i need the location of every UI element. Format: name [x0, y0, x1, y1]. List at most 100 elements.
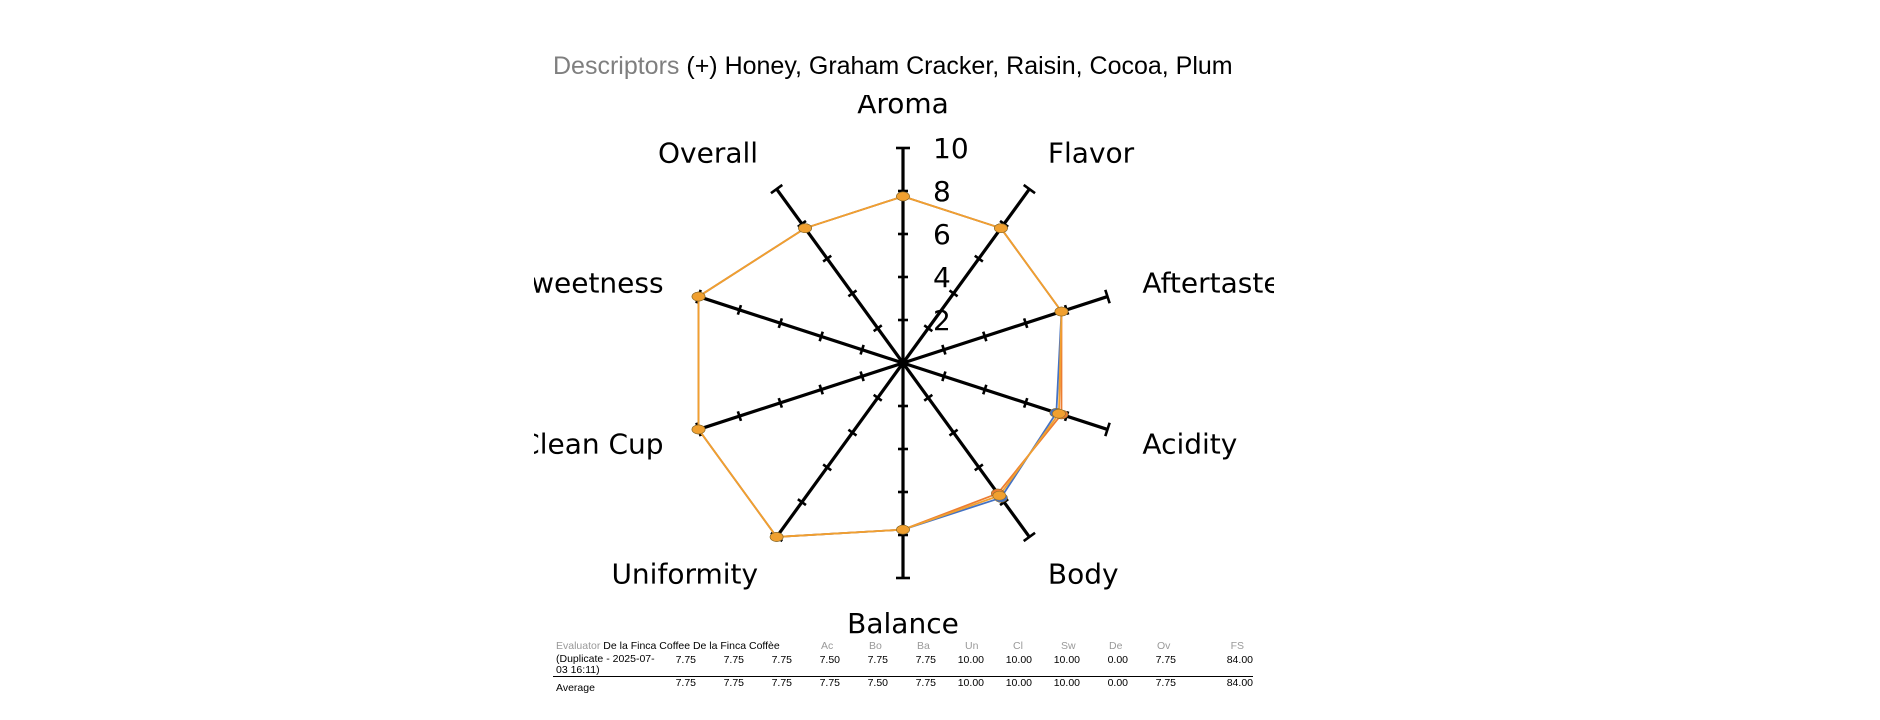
radar-axis-tick: [982, 384, 988, 395]
radar-axis-tick: [818, 331, 824, 342]
scores-table: Evaluator De la Finca Coffee De la Finca…: [553, 640, 1253, 697]
radar-axis-tick: [941, 344, 947, 355]
radar-axis-tick: [923, 324, 934, 333]
radar-tick-label: 2: [933, 304, 951, 337]
radar-axis-line: [901, 188, 1031, 364]
score-cell: 10.00: [1005, 677, 1032, 689]
radar-series-line: [697, 195, 1063, 538]
radar-axis-label: Aroma: [857, 95, 949, 120]
header-cell: FS: [1230, 640, 1244, 652]
evaluator-name: De la Finca Coffee De la Finca Coffèe: [603, 640, 780, 652]
radar-axis-tick: [777, 397, 784, 409]
score-cell: 7.75: [723, 677, 744, 689]
radar-axis-line: [902, 295, 1108, 365]
radar-axis-tick: [736, 410, 743, 422]
radar-axis-label: Uniformity: [611, 557, 758, 590]
radar-tick-label: 10: [933, 132, 969, 165]
radar-axis-tick: [797, 498, 807, 507]
radar-tick-label: 8: [933, 175, 951, 208]
scores-header-row: Evaluator De la Finca Coffee De la Finca…: [553, 640, 1253, 654]
radar-data-point: [1054, 306, 1069, 317]
radar-axis-tick: [1022, 317, 1029, 329]
row-name: (Duplicate - 2025-07-03 16:11): [556, 653, 655, 676]
header-cell: Cl: [1013, 640, 1023, 652]
radar-axis-tick: [1022, 531, 1036, 543]
radar-data-point: [769, 532, 784, 542]
score-cell: 0.00: [1107, 677, 1128, 689]
radar-axis-tick: [948, 428, 959, 437]
radar-axis-line: [698, 361, 904, 431]
radar-axis-tick: [872, 393, 883, 402]
radar-axis-tick: [770, 183, 784, 195]
radar-axis-tick: [736, 304, 743, 316]
radar-axis-tick: [923, 393, 934, 402]
radar-axis-tick: [1104, 422, 1111, 437]
score-cell: 7.75: [915, 677, 936, 689]
score-cell: 7.75: [771, 654, 792, 666]
radar-axis-tick: [859, 371, 865, 382]
score-cell: 0.00: [1107, 654, 1128, 666]
radar-chart: Aroma Flavor Aftertaste Acidity Body Balance U…: [534, 95, 1274, 635]
radar-axis-tick: [1022, 397, 1029, 409]
radar-axis-line: [901, 362, 1031, 538]
header-cell: De: [1109, 640, 1123, 652]
radar-axis-tick: [777, 317, 784, 329]
header-cell: Un: [965, 640, 979, 652]
score-cell: 84.00: [1226, 677, 1253, 689]
score-cell: 7.75: [819, 677, 840, 689]
score-cell: 10.00: [1053, 654, 1080, 666]
radar-axis-tick: [948, 289, 959, 298]
evaluator-label: Evaluator: [556, 640, 601, 652]
radar-axis-line: [698, 295, 904, 365]
radar-axis-tick: [941, 371, 947, 382]
radar-axis-label: Overall: [658, 137, 758, 170]
header-cell: Bo: [869, 640, 882, 652]
radar-tick-label: 6: [933, 218, 951, 251]
radar-axis-tick: [859, 344, 865, 355]
score-cell: 7.75: [1155, 654, 1176, 666]
evaluator-cell: Evaluator De la Finca Coffee De la Finca…: [556, 640, 780, 652]
radar-chart-area: Aroma Flavor Aftertaste Acidity Body Balance U…: [534, 95, 1274, 635]
row-name: Average: [556, 682, 595, 694]
table-divider: [553, 676, 1253, 677]
score-cell: 7.75: [1155, 677, 1176, 689]
radar-axis-tick: [818, 384, 824, 395]
radar-axis-tick: [822, 254, 832, 263]
radar-axis-label: Sweetness: [534, 267, 664, 300]
score-cell: 7.75: [867, 654, 888, 666]
radar-tick-label: 4: [933, 261, 951, 294]
radar-data-point: [992, 490, 1007, 501]
score-cell: 84.00: [1226, 654, 1253, 666]
header-cell: Ba: [917, 640, 930, 652]
radar-axis-label: Acidity: [1142, 427, 1237, 460]
header-cell: Sw: [1061, 640, 1076, 652]
score-cell: 7.50: [867, 677, 888, 689]
score-cell: 10.00: [957, 654, 984, 666]
radar-axis-tick: [974, 463, 984, 472]
radar-axis-tick: [1104, 289, 1111, 304]
radar-axis-tick: [1022, 183, 1036, 195]
radar-axis-tick: [982, 331, 988, 342]
table-row: (Duplicate - 2025-07-03 16:11) 7.75 7.75…: [553, 654, 1253, 676]
radar-data-point: [896, 524, 910, 535]
radar-data-point: [994, 223, 1008, 233]
radar-axis-tick: [974, 254, 984, 263]
radar-data-point: [1052, 408, 1066, 419]
score-cell: 7.75: [771, 677, 792, 689]
score-cell: 7.75: [675, 677, 696, 689]
descriptors-value: (+) Honey, Graham Cracker, Raisin, Cocoa…: [686, 52, 1233, 80]
table-row: Average 7.75 7.75 7.75 7.75 7.50 7.75 10…: [553, 677, 1253, 697]
radar-data-point: [691, 424, 706, 435]
header-cell: Ov: [1157, 640, 1171, 652]
score-cell: 7.75: [723, 654, 744, 666]
radar-axis-tick: [847, 428, 858, 437]
score-cell: 7.75: [675, 654, 696, 666]
radar-axis-tick: [822, 463, 832, 472]
radar-axis-label: Aftertaste: [1142, 267, 1274, 300]
descriptors-label: Descriptors: [553, 52, 680, 80]
radar-axis-line: [775, 188, 905, 364]
score-cell: 10.00: [1005, 654, 1032, 666]
descriptors-line: Descriptors (+) Honey, Graham Cracker, R…: [553, 52, 1233, 81]
radar-axis-line: [775, 362, 905, 538]
radar-data-point: [798, 223, 812, 233]
